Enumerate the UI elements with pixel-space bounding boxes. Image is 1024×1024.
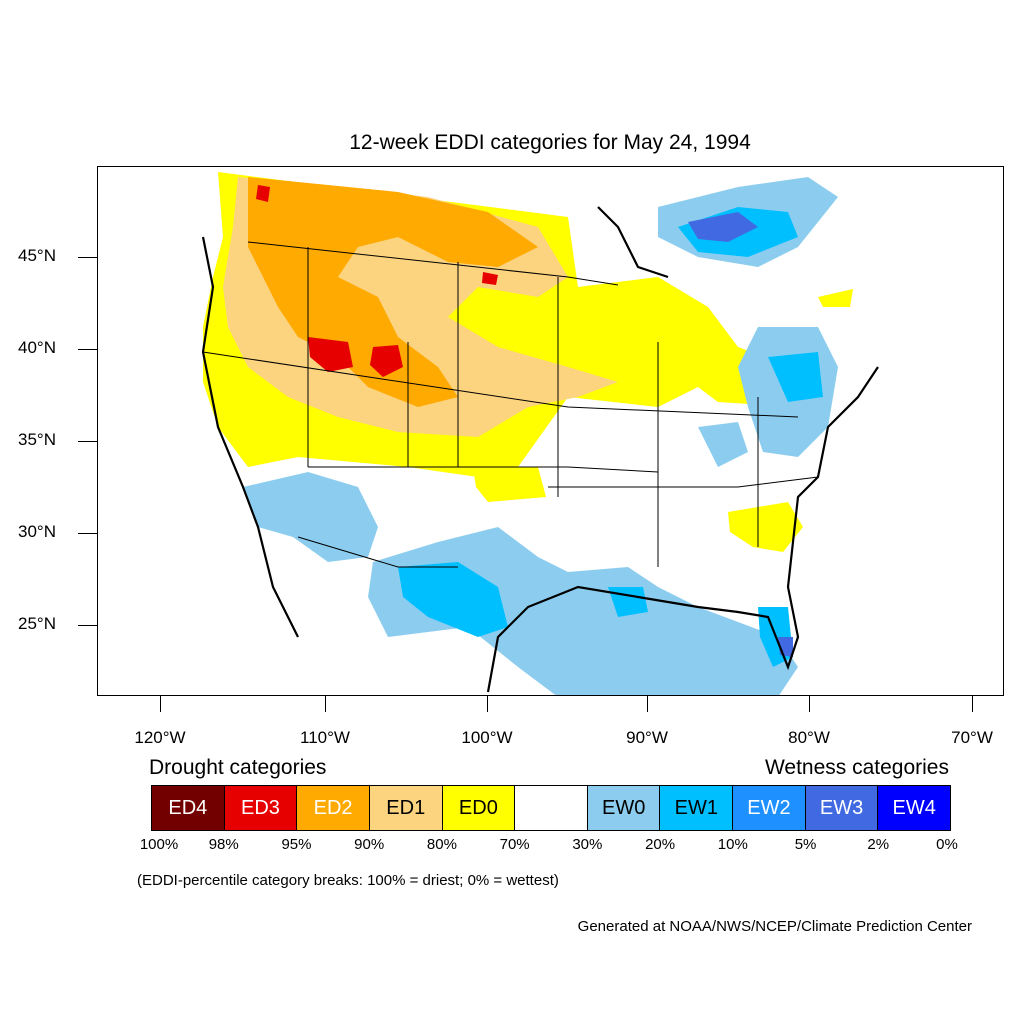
legend-note: (EDDI-percentile category breaks: 100% =… bbox=[137, 872, 559, 889]
lon-label-70: 70°W bbox=[951, 728, 993, 747]
ed3-region bbox=[256, 185, 498, 377]
break-label: 95% bbox=[281, 836, 312, 853]
lon-tick bbox=[325, 696, 326, 712]
map-title: 12-week EDDI categories for May 24, 1994 bbox=[349, 131, 751, 154]
legend-swatch-ew0: EW0 bbox=[587, 786, 661, 830]
wetness-heading: Wetness categories bbox=[764, 756, 949, 779]
lon-tick bbox=[809, 696, 810, 712]
lat-tick bbox=[78, 257, 97, 258]
break-label: 10% bbox=[717, 836, 748, 853]
category-legend: ED4 ED3 ED2 ED1 ED0 EW0 EW1 EW2 EW3 EW4 bbox=[151, 785, 951, 831]
lat-label-45: 45°N bbox=[18, 246, 56, 265]
eddi-map bbox=[97, 166, 1004, 696]
break-label: 2% bbox=[867, 836, 890, 853]
legend-swatch-ew1: EW1 bbox=[660, 786, 734, 830]
lat-label-25: 25°N bbox=[18, 614, 56, 633]
lon-tick bbox=[487, 696, 488, 712]
break-label: 0% bbox=[936, 836, 958, 853]
state-boundaries bbox=[202, 241, 819, 568]
lon-tick bbox=[647, 696, 648, 712]
lat-tick bbox=[78, 349, 97, 350]
break-label: 100% bbox=[139, 836, 179, 853]
legend-swatch-ew2: EW2 bbox=[733, 786, 806, 830]
break-label: 30% bbox=[572, 836, 603, 853]
break-label: 5% bbox=[794, 836, 817, 853]
lat-label-30: 30°N bbox=[18, 522, 56, 541]
lon-label-110: 110°W bbox=[300, 728, 350, 747]
lat-label-40: 40°N bbox=[18, 338, 56, 357]
legend-swatch-normal bbox=[515, 786, 588, 830]
lat-tick bbox=[78, 441, 97, 442]
lon-label-100: 100°W bbox=[461, 728, 513, 747]
legend-swatch-ew3: EW3 bbox=[805, 786, 879, 830]
legend-swatch-ed0: ED0 bbox=[442, 786, 516, 830]
lon-label-120: 120°W bbox=[134, 728, 186, 747]
break-label: 70% bbox=[499, 836, 530, 853]
legend-swatch-ew4: EW4 bbox=[878, 786, 951, 830]
legend-swatch-ed2: ED2 bbox=[297, 786, 370, 830]
break-label: 90% bbox=[354, 836, 385, 853]
break-label: 98% bbox=[208, 836, 239, 853]
break-label: 20% bbox=[645, 836, 676, 853]
legend-swatch-ed4: ED4 bbox=[152, 786, 225, 830]
legend-swatch-ed3: ED3 bbox=[224, 786, 298, 830]
map-canvas bbox=[201, 172, 879, 695]
lon-label-80: 80°W bbox=[788, 728, 830, 747]
drought-heading: Drought categories bbox=[149, 756, 327, 779]
credit-line: Generated at NOAA/NWS/NCEP/Climate Predi… bbox=[577, 918, 972, 935]
lat-tick bbox=[78, 533, 97, 534]
lon-label-90: 90°W bbox=[626, 728, 668, 747]
coastline bbox=[201, 206, 879, 693]
lon-tick bbox=[972, 696, 973, 712]
legend-swatch-ed1: ED1 bbox=[369, 786, 443, 830]
lon-tick bbox=[160, 696, 161, 712]
lat-tick bbox=[78, 625, 97, 626]
break-label: 80% bbox=[426, 836, 457, 853]
ed2-region bbox=[248, 177, 538, 407]
lat-label-35: 35°N bbox=[18, 430, 56, 449]
